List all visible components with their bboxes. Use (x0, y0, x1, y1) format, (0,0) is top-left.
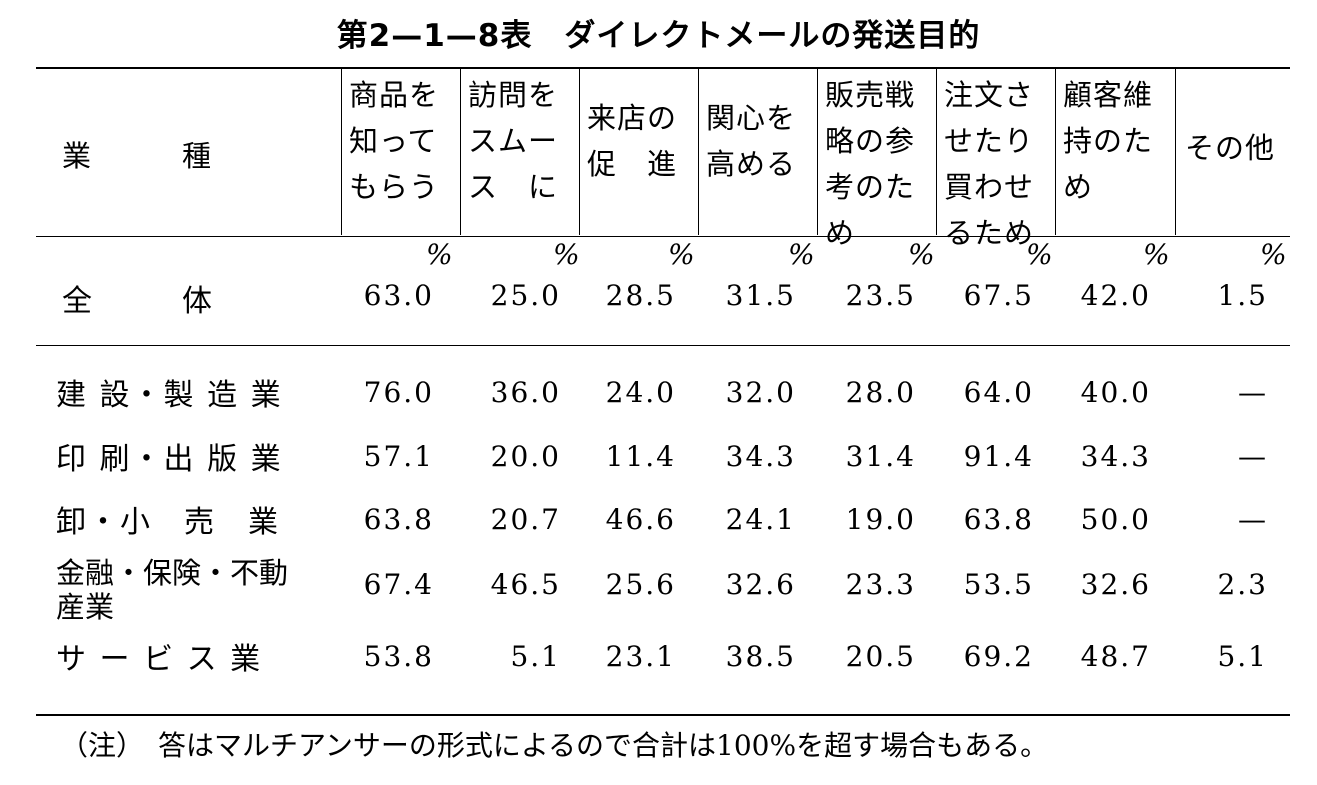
total-row-label: 全 体 (62, 284, 212, 319)
table-cell: 34.3 (725, 440, 796, 473)
column-header-industry: 業 種 (62, 139, 213, 173)
percent-sign: % (1143, 238, 1170, 271)
table-cell: 20.0 (490, 440, 561, 473)
table-cell: 19.0 (845, 503, 916, 536)
row-label: 印 刷・出 版 業 (56, 442, 283, 477)
table-cell: 5.1 (510, 640, 561, 673)
total-cell: 25.0 (490, 279, 561, 312)
column-header: 来店の 促 進 (587, 101, 678, 181)
table-top-rule (36, 67, 1290, 69)
percent-sign: % (788, 238, 815, 271)
header-bottom-rule (36, 236, 1290, 237)
table-cell: — (1238, 503, 1268, 536)
column-header: 販売戦 略の参 考のた め (825, 78, 916, 250)
table-cell: 23.3 (845, 568, 916, 601)
total-row-bottom-rule (36, 345, 1290, 346)
total-cell: 42.0 (1080, 279, 1151, 312)
table-cell: 64.0 (963, 376, 1034, 409)
table-cell: 36.0 (490, 376, 561, 409)
table-cell: 23.1 (605, 640, 676, 673)
table-cell: 53.8 (363, 640, 434, 673)
percent-sign: % (908, 238, 935, 271)
percent-sign: % (1260, 238, 1287, 271)
table-cell: 57.1 (363, 440, 434, 473)
table-cell: 63.8 (363, 503, 434, 536)
column-header: その他 (1185, 131, 1276, 165)
table-cell: 20.5 (845, 640, 916, 673)
percent-sign: % (426, 238, 453, 271)
row-label: 金融・保険・不動 産業 (56, 556, 289, 624)
table-bottom-rule (36, 714, 1290, 716)
table-cell: 32.6 (1080, 568, 1151, 601)
table-cell: 20.7 (490, 503, 561, 536)
table-cell: 24.0 (605, 376, 676, 409)
column-header: 関心を 高める (706, 101, 797, 181)
column-header: 商品を 知って もらう (349, 78, 440, 204)
table-cell: 11.4 (605, 440, 676, 473)
column-header: 注文さ せたり 買わせ るため (944, 78, 1035, 250)
table-cell: — (1238, 440, 1268, 473)
table-cell: 48.7 (1080, 640, 1151, 673)
table-cell: 34.3 (1080, 440, 1151, 473)
table-cell: 38.5 (725, 640, 796, 673)
column-divider (817, 67, 818, 235)
row-label: 卸・小 売 業 (56, 505, 280, 540)
row-label: 建 設・製 造 業 (56, 378, 283, 413)
total-cell: 67.5 (963, 279, 1034, 312)
table-title: 第2—1—8表 ダイレクトメールの発送目的 (336, 18, 981, 54)
table-cell: 24.1 (725, 503, 796, 536)
total-cell: 31.5 (725, 279, 796, 312)
column-divider (698, 67, 699, 235)
total-cell: 23.5 (845, 279, 916, 312)
table-cell: 50.0 (1080, 503, 1151, 536)
table-cell: 2.3 (1217, 568, 1268, 601)
column-divider (1055, 67, 1056, 235)
table-cell: 76.0 (363, 376, 434, 409)
total-cell: 63.0 (363, 279, 434, 312)
table-cell: 31.4 (845, 440, 916, 473)
table-cell: — (1238, 376, 1268, 409)
table-cell: 25.6 (605, 568, 676, 601)
table-cell: 63.8 (963, 503, 1034, 536)
table-cell: 32.0 (725, 376, 796, 409)
column-divider (1175, 67, 1176, 235)
table-cell: 46.6 (605, 503, 676, 536)
table-cell: 91.4 (963, 440, 1034, 473)
total-cell: 1.5 (1217, 279, 1268, 312)
column-divider (341, 67, 342, 235)
column-divider (579, 67, 580, 235)
footnote: （注） 答はマルチアンサーの形式によるので合計は100%を超す場合もある。 (60, 729, 1049, 762)
table-cell: 5.1 (1217, 640, 1268, 673)
row-label: サ ー ビ ス 業 (56, 642, 263, 677)
table-cell: 67.4 (363, 568, 434, 601)
total-cell: 28.5 (605, 279, 676, 312)
table-cell: 69.2 (963, 640, 1034, 673)
table-cell: 53.5 (963, 568, 1034, 601)
percent-sign: % (668, 238, 695, 271)
column-header: 訪問を スムー ス に (468, 78, 559, 204)
table-cell: 32.6 (725, 568, 796, 601)
table-cell: 28.0 (845, 376, 916, 409)
table-cell: 46.5 (490, 568, 561, 601)
column-divider (936, 67, 937, 235)
column-header: 顧客維 持のた め (1063, 78, 1154, 204)
table-cell: 40.0 (1080, 376, 1151, 409)
column-divider (460, 67, 461, 235)
percent-sign: % (553, 238, 580, 271)
percent-sign: % (1026, 238, 1053, 271)
